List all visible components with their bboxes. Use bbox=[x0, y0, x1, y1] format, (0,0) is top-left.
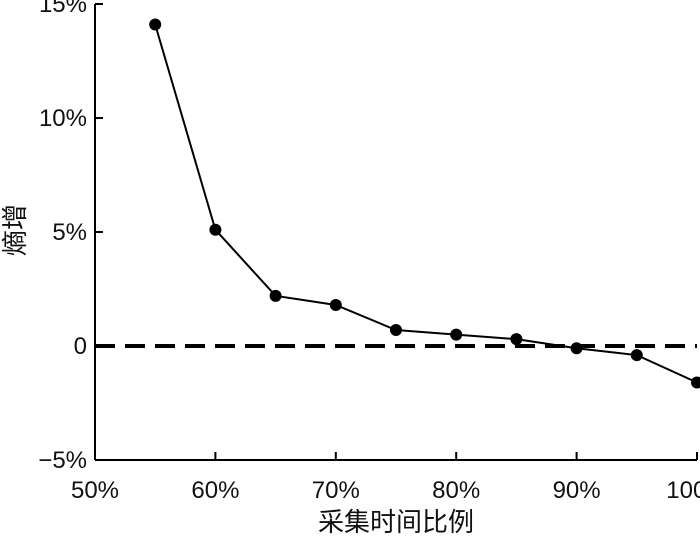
x-tick-label: 90% bbox=[553, 477, 601, 504]
data-point bbox=[691, 376, 700, 389]
data-point bbox=[450, 328, 463, 341]
y-tick-label: 15% bbox=[39, 0, 87, 18]
data-point bbox=[209, 223, 222, 236]
data-point bbox=[630, 349, 643, 362]
x-tick-label: 70% bbox=[312, 477, 360, 504]
data-point bbox=[269, 289, 282, 302]
data-point bbox=[149, 18, 162, 31]
y-axis-ticks: −5% 0 5% 10% 15% bbox=[38, 0, 103, 474]
data-point bbox=[329, 298, 342, 311]
y-tick-label: 0 bbox=[74, 333, 87, 360]
x-axis-ticks: 50% 60% 70% 80% 90% 100% bbox=[71, 452, 700, 504]
axes bbox=[94, 4, 697, 461]
y-tick-label: 5% bbox=[52, 219, 87, 246]
data-point bbox=[390, 324, 402, 337]
y-axis-title: 熵增 bbox=[1, 204, 31, 256]
x-tick-label: 80% bbox=[432, 477, 480, 504]
x-axis-title: 采集时间比例 bbox=[318, 508, 474, 538]
data-point bbox=[570, 342, 583, 355]
x-tick-label: 60% bbox=[191, 477, 239, 504]
series-group bbox=[149, 18, 700, 389]
x-tick-label: 100% bbox=[666, 477, 700, 504]
y-tick-label: −5% bbox=[38, 447, 87, 474]
y-tick-label: 10% bbox=[39, 105, 87, 132]
series-line bbox=[154, 24, 698, 384]
x-tick-label: 50% bbox=[71, 477, 119, 504]
data-point bbox=[510, 333, 523, 346]
